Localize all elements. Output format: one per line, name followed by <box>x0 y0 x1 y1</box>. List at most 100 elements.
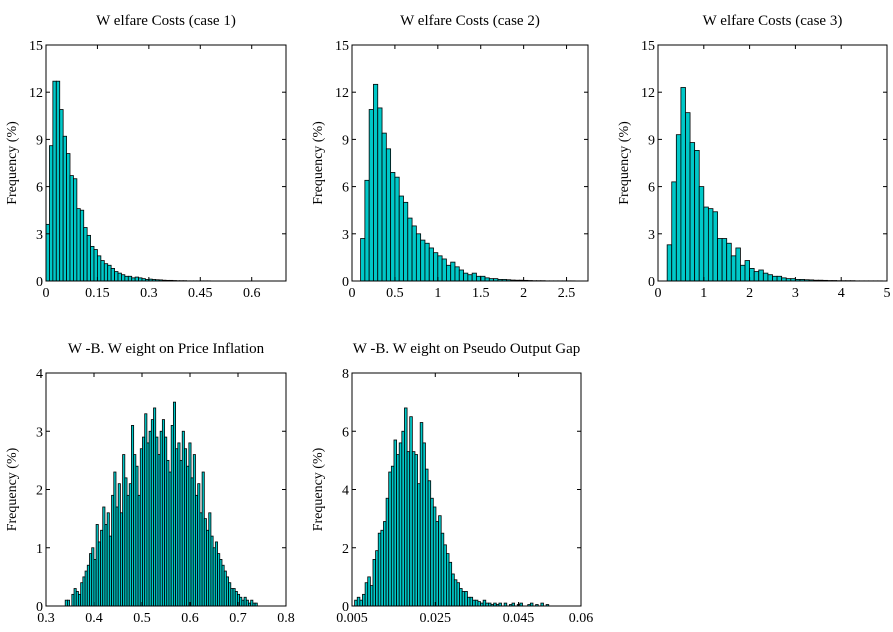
y-axis-label: Frequency (%) <box>5 121 20 205</box>
bar <box>411 225 417 282</box>
x-tick-label: 0.7 <box>229 611 247 626</box>
x-tick-label: 2 <box>746 286 753 301</box>
bar <box>55 80 61 282</box>
bar <box>69 175 74 282</box>
bar <box>726 242 732 282</box>
x-tick-label: 0.3 <box>140 286 158 301</box>
bar <box>398 195 404 282</box>
bar <box>73 178 78 282</box>
chart-title: W elfare Costs (case 2) <box>400 13 540 29</box>
y-tick-label: 12 <box>29 86 43 101</box>
y-tick-label: 2 <box>342 542 349 557</box>
bar <box>721 238 728 282</box>
bar <box>776 275 783 282</box>
chart-title: W elfare Costs (case 3) <box>703 13 843 29</box>
x-tick-label: 0 <box>655 286 662 301</box>
bar <box>675 134 682 282</box>
x-tick-label: 3 <box>792 286 799 301</box>
bar <box>463 272 469 282</box>
x-tick-label: 0.5 <box>386 286 404 301</box>
bar <box>377 107 383 282</box>
bar <box>67 599 71 607</box>
bar <box>360 238 366 282</box>
x-tick-label: 0.5 <box>133 611 151 626</box>
bar <box>107 264 112 282</box>
y-tick-label: 4 <box>342 484 349 499</box>
y-tick-label: 8 <box>342 367 349 382</box>
y-tick-label: 6 <box>36 181 43 196</box>
bar <box>472 599 476 607</box>
bar <box>45 223 50 282</box>
x-tick-label: 0.15 <box>85 286 110 301</box>
y-tick-label: 12 <box>641 86 655 101</box>
x-tick-label: 2 <box>520 286 527 301</box>
bar <box>388 471 392 607</box>
x-tick-label: 0.005 <box>336 611 368 626</box>
bar <box>476 275 482 282</box>
bar <box>428 247 434 282</box>
bar <box>114 271 119 282</box>
axes-frame <box>657 44 888 282</box>
bar <box>471 272 477 282</box>
bar <box>76 208 81 282</box>
bar <box>450 261 456 282</box>
bar <box>717 238 723 282</box>
bar <box>62 135 67 282</box>
bar <box>703 206 709 282</box>
bar <box>372 559 377 607</box>
x-tick-label: 0.6 <box>181 611 199 626</box>
bar <box>362 593 366 607</box>
y-tick-label: 0 <box>36 275 43 290</box>
bar <box>86 234 91 282</box>
y-tick-label: 6 <box>648 181 655 196</box>
x-tick-label: 0.045 <box>503 611 535 626</box>
x-tick-label: 0.06 <box>569 611 594 626</box>
histogram-panel-1: 0 0.15 0.3 0.45 0.6 0 3 6 9 12 15 W elfare Costs (c… <box>5 13 287 301</box>
bar <box>373 83 379 282</box>
bar <box>394 176 400 282</box>
bar <box>103 263 109 282</box>
bar <box>121 274 126 282</box>
axes-frame <box>351 44 589 282</box>
y-tick-label: 3 <box>342 228 349 243</box>
x-tick-label: 0.025 <box>420 611 452 626</box>
bar <box>456 582 460 607</box>
bar <box>712 211 718 282</box>
y-tick-label: 15 <box>641 39 655 54</box>
bar <box>685 112 691 282</box>
bar <box>52 80 57 282</box>
bar <box>772 275 778 282</box>
x-tick-label: 2.5 <box>558 286 576 301</box>
y-axis-label: Frequency (%) <box>617 121 632 205</box>
bar <box>424 242 430 282</box>
x-tick-label: 1.5 <box>472 286 490 301</box>
bar <box>385 148 392 282</box>
bar <box>430 497 434 607</box>
bar <box>744 260 751 282</box>
bar <box>79 209 85 282</box>
bar <box>464 591 468 607</box>
histogram-panel-2: 0 0.5 1 1.5 2 2.5 0 3 6 9 12 15 W elfare Costs (case… <box>311 13 589 301</box>
bar <box>414 454 418 607</box>
x-tick-label: 0.8 <box>277 611 295 626</box>
bar <box>730 255 737 282</box>
bar <box>433 252 439 282</box>
bar <box>380 529 384 607</box>
bar <box>415 233 422 282</box>
bar <box>127 275 133 282</box>
bar <box>762 272 769 282</box>
bar <box>666 244 673 282</box>
bars-1 <box>45 80 211 282</box>
y-tick-label: 0 <box>342 600 349 615</box>
bar <box>134 276 139 282</box>
y-axis-label: Frequency (%) <box>311 447 326 531</box>
bar <box>458 269 464 282</box>
bar <box>90 245 95 282</box>
bar <box>396 454 400 607</box>
bar <box>467 274 473 282</box>
bars-5 <box>354 407 550 607</box>
bar <box>698 186 705 282</box>
bar <box>480 275 486 282</box>
bar <box>403 201 409 282</box>
